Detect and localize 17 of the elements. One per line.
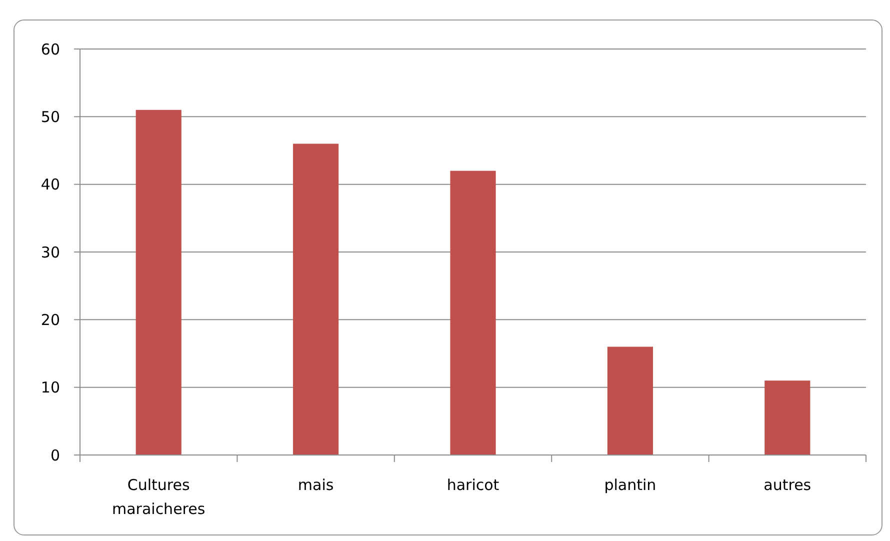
bar bbox=[607, 346, 653, 455]
x-tick-label: haricot bbox=[446, 476, 500, 494]
y-tick-label: 10 bbox=[40, 378, 60, 397]
x-tick-label: autres bbox=[764, 476, 812, 494]
x-tick-label: mais bbox=[298, 476, 334, 494]
bar bbox=[136, 110, 182, 455]
y-tick-label: 30 bbox=[40, 243, 60, 262]
y-tick-label: 60 bbox=[40, 40, 60, 58]
y-tick-label: 40 bbox=[40, 176, 60, 194]
bar bbox=[450, 170, 496, 455]
bar bbox=[293, 144, 339, 455]
y-tick-label: 20 bbox=[40, 310, 60, 329]
y-tick-label: 50 bbox=[40, 108, 60, 126]
bar bbox=[764, 380, 810, 455]
x-tick-label: plantin bbox=[604, 476, 656, 494]
y-tick-label: 0 bbox=[50, 446, 60, 464]
x-tick-label: Cultures maraicheres bbox=[112, 476, 206, 518]
